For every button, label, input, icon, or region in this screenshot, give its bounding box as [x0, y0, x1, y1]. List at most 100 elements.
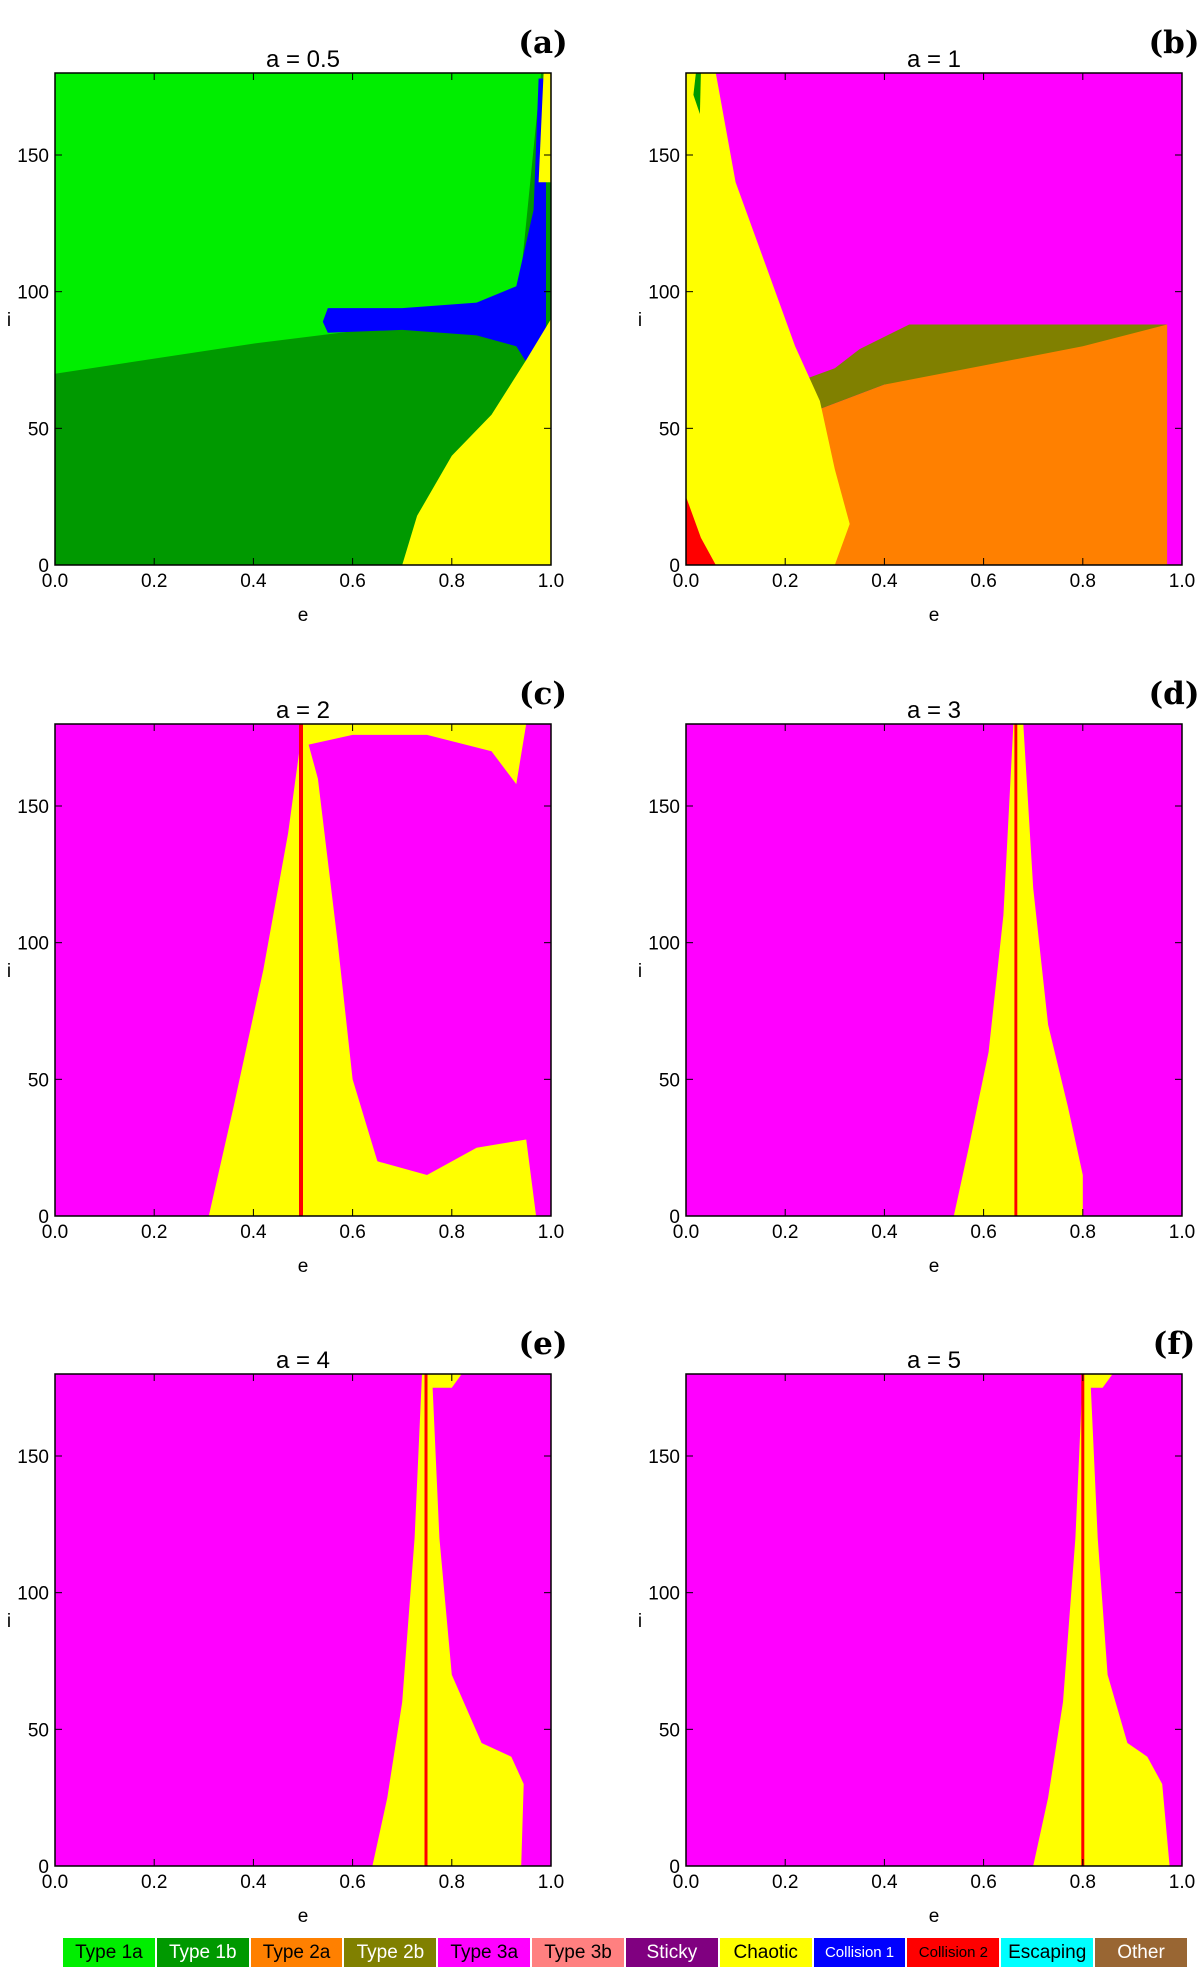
y-tick-label: 100: [648, 283, 680, 304]
y-axis-label: i: [7, 1611, 11, 1632]
region-layer: [953, 724, 1083, 1216]
y-tick-label: 150: [17, 797, 49, 818]
region-chaotic: [1033, 1374, 1170, 1866]
plot-background: [686, 724, 1182, 1216]
region-chaotic: [402, 319, 551, 565]
x-tick-label: 1.0: [1169, 1222, 1195, 1243]
x-tick-label: 0.2: [772, 571, 798, 592]
x-tick-label: 0.8: [1070, 1872, 1096, 1893]
legend-item-other: Other: [1095, 1938, 1187, 1967]
x-tick-label: 0.6: [339, 571, 365, 592]
x-tick-label: 0.4: [240, 571, 267, 592]
x-tick-label: 0.4: [871, 571, 898, 592]
panel-title: a = 5: [907, 1347, 961, 1374]
x-tick-label: 0.2: [772, 1872, 798, 1893]
panel-c: 0.0 0.2 0.4 0.6 0.8 1.0 0 50 100 150 e i a = 2 (c): [7, 676, 567, 1277]
region-layer: [686, 73, 1168, 565]
legend-item-collision-1: Collision 1: [813, 1938, 906, 1967]
region-chaotic: [427, 1374, 462, 1388]
region-collision-2: [686, 496, 716, 565]
x-tick-label: 0.0: [673, 571, 699, 592]
region-collision-1: [322, 78, 546, 401]
x-tick-label: 0.0: [673, 1872, 699, 1893]
legend: Type 1a Type 1b Type 2a Type 2b Type 3a Type …: [63, 1938, 1187, 1967]
y-tick-label: 0: [38, 556, 49, 577]
region-chaotic: [953, 724, 1083, 1216]
y-tick-label: 50: [659, 419, 680, 440]
panel-b: 0.0 0.2 0.4 0.6 0.8 1.0 0 50 100 150 e i a = 1 (b): [638, 25, 1200, 626]
legend-item-type-3b: Type 3b: [532, 1938, 624, 1967]
plot-frame: [54, 723, 552, 1217]
x-tick-label: 0.6: [970, 571, 996, 592]
y-tick-label: 100: [648, 1584, 680, 1605]
panel-f: 0.0 0.2 0.4 0.6 0.8 1.0 0 50 100 150 e i a = 5 (f): [638, 1326, 1195, 1927]
y-axis-label: i: [638, 310, 642, 331]
panel-letter: (e): [518, 1326, 567, 1362]
region-layer: [372, 1374, 524, 1866]
region-chaotic: [1082, 1374, 1113, 1388]
legend-item-type-2b: Type 2b: [344, 1938, 437, 1967]
x-axis-label: e: [298, 605, 309, 626]
x-axis-label: e: [298, 1906, 309, 1927]
x-tick-label: 0.0: [42, 571, 68, 592]
region-chaotic: [208, 724, 537, 1216]
region-collision-2: [1081, 1374, 1085, 1866]
x-tick-label: 0.4: [871, 1872, 898, 1893]
y-tick-label: 150: [648, 797, 680, 818]
y-axis-label: i: [638, 1611, 642, 1632]
plot-frame: [685, 723, 1183, 1217]
y-tick-label: 100: [648, 934, 680, 955]
region-chaotic: [303, 724, 527, 785]
y-tick-label: 150: [17, 146, 49, 167]
panel-letter: (a): [518, 25, 567, 61]
x-tick-label: 0.4: [871, 1222, 898, 1243]
panel-title: a = 2: [276, 697, 330, 724]
y-tick-label: 0: [669, 556, 680, 577]
region-collision-2: [424, 1374, 428, 1866]
x-axis-label: e: [298, 1256, 309, 1277]
region-type-1a: [55, 73, 542, 374]
x-tick-label: 0.0: [42, 1872, 68, 1893]
y-tick-label: 0: [38, 1857, 49, 1878]
x-tick-label: 0.2: [772, 1222, 798, 1243]
region-collision-2: [1014, 724, 1018, 1216]
legend-item-type-2a: Type 2a: [250, 1938, 343, 1967]
x-tick-label: 0.4: [240, 1872, 267, 1893]
y-axis-label: i: [7, 961, 11, 982]
x-axis-label: e: [929, 1256, 940, 1277]
x-tick-label: 0.2: [141, 1222, 167, 1243]
y-tick-label: 50: [659, 1720, 680, 1741]
panel-e: 0.0 0.2 0.4 0.6 0.8 1.0 0 50 100 150 e i a = 4 (e): [7, 1326, 568, 1927]
legend-item-chaotic: Chaotic: [719, 1938, 812, 1967]
panel-a: 0.0 0.2 0.4 0.6 0.8 1.0 0 50 100 150 e i a = 0.5 (a): [7, 25, 568, 626]
panel-letter: (f): [1153, 1326, 1196, 1362]
x-tick-label: 0.8: [1070, 1222, 1096, 1243]
plot-frame: [54, 1373, 552, 1867]
legend-item-type-3a: Type 3a: [438, 1938, 531, 1967]
panel-title: a = 0.5: [266, 46, 340, 73]
x-tick-label: 0.6: [339, 1872, 365, 1893]
y-axis-label: i: [7, 310, 11, 331]
x-tick-label: 0.0: [673, 1222, 699, 1243]
plot-frame: [54, 72, 552, 566]
panel-letter: (d): [1148, 676, 1199, 712]
x-tick-label: 0.2: [141, 1872, 167, 1893]
y-tick-label: 50: [28, 1720, 49, 1741]
x-tick-label: 1.0: [1169, 571, 1195, 592]
panel-title: a = 4: [276, 1347, 330, 1374]
x-tick-label: 0.0: [42, 1222, 68, 1243]
x-tick-label: 0.8: [439, 1872, 465, 1893]
legend-item-type-1a: Type 1a: [63, 1938, 155, 1967]
x-tick-label: 0.6: [970, 1222, 996, 1243]
y-tick-label: 50: [28, 1070, 49, 1091]
x-tick-label: 1.0: [538, 1872, 564, 1893]
panel-title: a = 3: [907, 697, 961, 724]
y-tick-label: 100: [17, 1584, 49, 1605]
legend-item-sticky: Sticky: [625, 1938, 718, 1967]
region-layer: [55, 73, 551, 565]
x-tick-label: 0.6: [970, 1872, 996, 1893]
y-axis-label: i: [638, 961, 642, 982]
region-chaotic: [686, 73, 850, 565]
panel-letter: (c): [519, 676, 567, 712]
